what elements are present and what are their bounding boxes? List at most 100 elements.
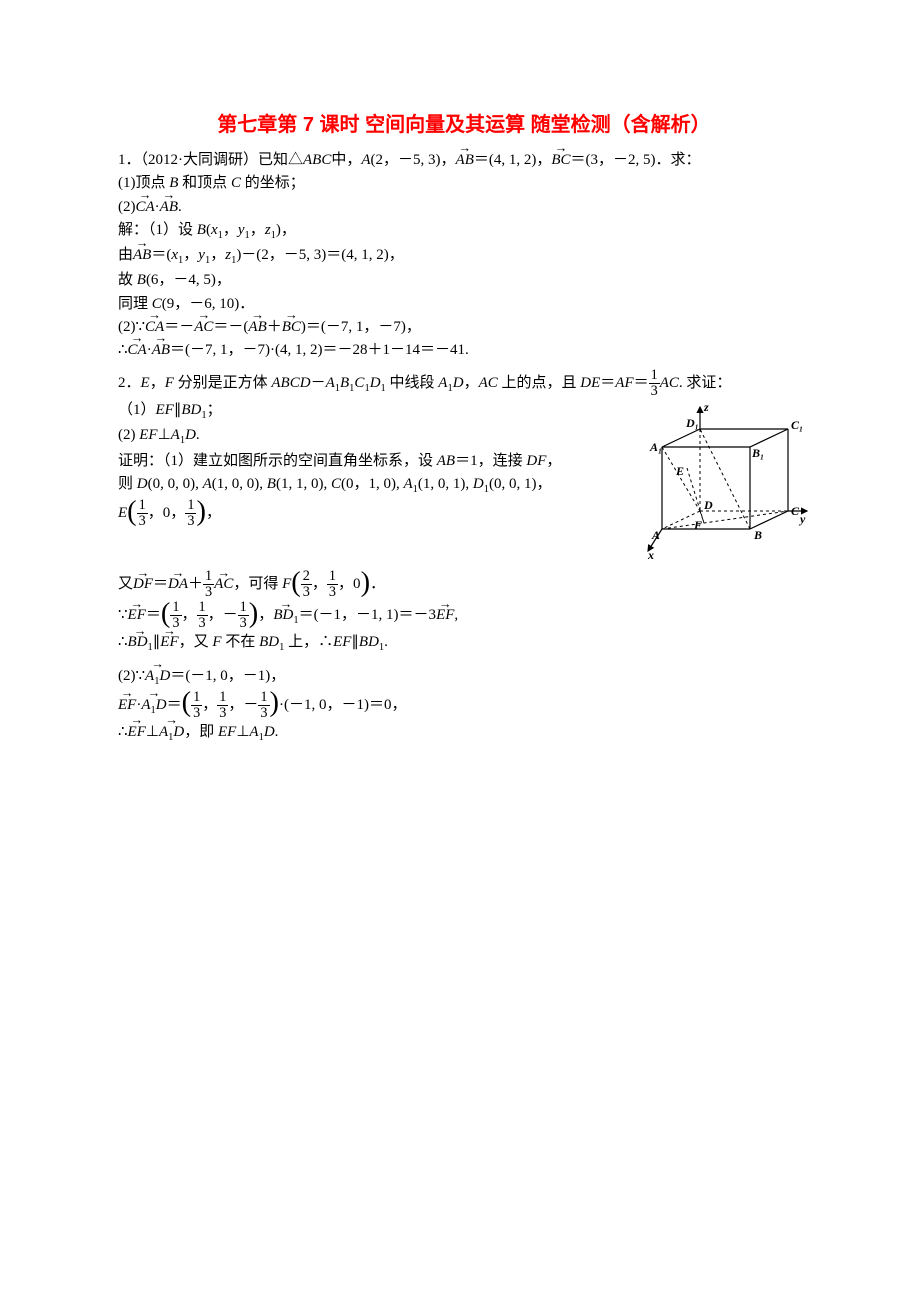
txt: )＝(－7, 1，－7)， [301,319,421,335]
vec-AC: AC [214,573,233,596]
cube-figure: z y x D₁ A₁ B₁ C₁ A B C D E F [642,401,810,569]
txt: AB [437,453,455,469]
lbl-C1: C₁ [791,418,803,432]
axis-x: x [647,548,654,561]
num: 1 [327,569,338,585]
num: 1 [238,600,249,616]
num: 1 [217,690,228,706]
den: 3 [327,585,338,600]
txt: ，0 [338,576,361,592]
num: 2 [301,569,312,585]
txt: ∵ [118,607,128,623]
vec-AB: AB [152,339,170,362]
lbl-F: F [693,518,702,532]
vec-BD1: BD1 [273,604,298,629]
txt: D [173,724,184,740]
vec-AC: AC [194,316,213,339]
vec-BC: BC [551,149,570,172]
p1-line5: 由AB＝(x1，y1，z1)－(2，－5, 3)＝(4, 1, 2)， [118,244,810,269]
txt: － [311,375,326,391]
txt: ＋ [188,576,203,592]
txt: B [340,375,349,391]
txt: D [185,427,196,443]
txt: ， [183,247,198,263]
frac: 13 [258,690,269,721]
p1-line1: 1．（2012·大同调研）已知△ABC中，A(2，－5, 3)，AB＝(4, 1… [118,149,810,172]
txt: F [282,576,291,592]
txt: 的坐标； [241,175,305,191]
txt: ，即 [184,724,218,740]
frac: 23 [301,569,312,600]
txt: . [275,724,279,740]
den: 3 [137,514,148,529]
txt: 分别是正方体 [174,375,272,391]
txt: 证明：（1）建立如图所示的空间直角坐标系，设 [118,453,437,469]
lbl-D: D [703,498,713,512]
txt: ， [250,222,265,238]
txt: (2) [118,199,136,215]
txt: C [231,175,241,191]
txt: DF [526,453,546,469]
txt: D [473,476,484,492]
vec-CA: CA [136,196,155,219]
txt: (6，－4, 5)， [146,272,231,288]
txt: (2)∵ [118,668,145,684]
axis-y: y [798,512,806,526]
txt: D [453,375,464,391]
txt: ， [312,576,327,592]
p2-line10: (2)∵A1D＝(－1, 0，－1)， [118,665,810,690]
p2-line12: ∴EF⊥A1D，即 EF⊥A1D. [118,721,810,746]
txt: F [212,634,221,650]
num: 1 [185,498,196,514]
txt: EF [156,402,174,418]
txt: (0, 0, 1)， [489,476,552,492]
txt: 由 [118,247,133,263]
txt: x [211,222,218,238]
txt: 上的点，且 [498,375,581,391]
txt: ⊥ [236,724,249,740]
p2-line1: 2．E，F 分别是正方体 ABCD－A1B1C1D1 中线段 A1D，AC 上的… [118,368,810,399]
txt: (2，－5, 3)， [371,152,456,168]
txt: y [198,247,205,263]
txt: ＝( [151,247,171,263]
txt: ∥ [351,634,359,650]
num: 1 [258,690,269,706]
den: 3 [203,585,214,600]
txt: BD [181,402,201,418]
txt: (1, 0, 1), [418,476,473,492]
txt: A [326,375,335,391]
txt: ＝(4, 1, 2)， [474,152,552,168]
den: 3 [185,514,196,529]
txt: ，－ [208,607,238,623]
txt: ， [210,247,225,263]
den: 3 [191,706,202,721]
num: 1 [649,368,660,384]
txt: ＝1，连接 [455,453,526,469]
den: 3 [238,616,249,631]
vec-DF: DF [133,573,153,596]
txt: ABC [303,152,331,168]
txt: . [384,634,388,650]
txt: 1．（2012·大同调研）已知△ [118,152,303,168]
txt: ∴ [118,724,128,740]
lbl-B: B [753,528,762,542]
txt: A [171,427,180,443]
txt: )， [276,222,296,238]
axis-z: z [703,401,709,414]
num: 1 [170,600,181,616]
txt: ， [546,453,561,469]
lbl-C: C [791,504,800,518]
p2-line8: ∵EF＝(13，13，－13)，BD1＝(－1，－1, 1)＝－3EF, [118,600,810,631]
txt: (1, 0, 0), [212,476,267,492]
frac: 13 [185,498,196,529]
den: 3 [197,616,208,631]
txt: ， [223,222,238,238]
txt: (0, 0, 0), [148,476,203,492]
cube-svg: z y x D₁ A₁ B₁ C₁ A B C D E F [642,401,810,561]
txt: )－(2，－5, 3)＝(4, 1, 2)， [236,247,403,263]
txt: (0，1, 0), [341,476,404,492]
num: 1 [203,569,214,585]
txt: ，0， [148,505,186,521]
txt: B [137,272,146,288]
txt: C [354,375,364,391]
